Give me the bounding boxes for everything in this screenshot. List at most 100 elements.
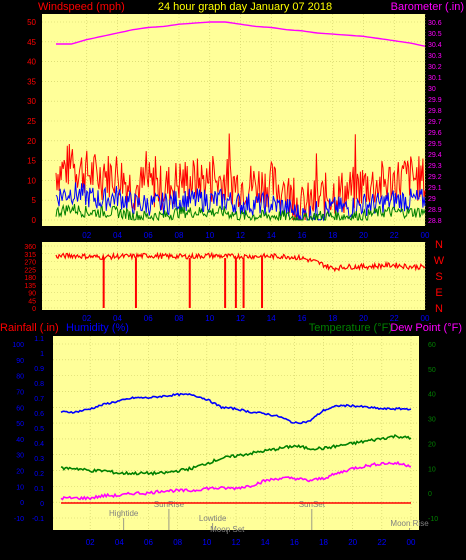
humidity-tick-label: 100: [12, 342, 24, 349]
lower-xtick-label: 12: [232, 538, 241, 547]
wind-ytick-label: 10: [27, 176, 36, 185]
baro-tick-label: 29.8: [428, 108, 442, 115]
dir-ytick-label: 45: [28, 298, 36, 305]
dir-ytick-label: 180: [24, 275, 36, 282]
humidity-label: Humidity (%): [66, 322, 129, 334]
baro-tick-label: 29.7: [428, 119, 442, 126]
dir-xtick-label: 12: [236, 314, 245, 323]
lower-xtick-label: 02: [86, 538, 95, 547]
baro-tick-label: 30.5: [428, 31, 442, 38]
dir-ytick-label: 90: [28, 291, 36, 298]
wind-ytick-label: 15: [27, 157, 36, 166]
rain-tick-label: 0.5: [34, 426, 44, 433]
dir-xtick-label: 04: [113, 314, 122, 323]
wind-xtick-label: 06: [144, 231, 153, 240]
wind-ytick-label: 30: [27, 97, 36, 106]
lower-xtick-label: 16: [290, 538, 299, 547]
wind-ytick-label: 45: [27, 38, 36, 47]
compass-letter: N: [435, 303, 443, 315]
wind-ytick-label: 40: [27, 58, 36, 67]
event-marker-label: SunRise: [154, 500, 185, 509]
wind-xtick-label: 04: [113, 231, 122, 240]
dir-ytick-label: 225: [24, 267, 36, 274]
humidity-tick-label: 10: [16, 484, 24, 491]
baro-tick-label: 29.5: [428, 141, 442, 148]
event-marker-label: Lowtide: [199, 514, 227, 523]
temperature-tick-label: 60: [428, 342, 436, 349]
rain-tick-label: 1.1: [34, 336, 44, 343]
dir-ytick-label: 315: [24, 252, 36, 259]
rain-tick-label: 0.4: [34, 441, 44, 448]
barometer-series: [56, 21, 426, 47]
humidity-tick-label: 40: [16, 437, 24, 444]
wind-xtick-label: 14: [267, 231, 276, 240]
dir-xtick-label: 08: [175, 314, 184, 323]
humidity-tick-label: 80: [16, 374, 24, 381]
compass-letter: S: [435, 271, 442, 283]
temperature-label: Temperature (°F): [309, 322, 392, 334]
wind-ytick-label: 25: [27, 117, 36, 126]
temperature-tick-label: 20: [428, 441, 436, 448]
humidity-tick-label: 90: [16, 358, 24, 365]
wind-series-wind-low: [55, 203, 426, 222]
wind-ytick-label: 35: [27, 77, 36, 86]
baro-tick-label: 28.9: [428, 207, 442, 214]
dir-xtick-label: 10: [205, 314, 214, 323]
wind-xtick-label: 00: [421, 231, 430, 240]
compass-letter: N: [435, 239, 443, 251]
dir-ytick-label: 135: [24, 283, 36, 290]
rain-tick-label: -0.1: [32, 516, 44, 523]
humidity-tick-label: 0: [20, 500, 24, 507]
rain-tick-label: 0.7: [34, 396, 44, 403]
wind-direction-series: [55, 251, 426, 273]
dir-xtick-label: 14: [267, 314, 276, 323]
baro-tick-label: 29.9: [428, 97, 442, 104]
rain-tick-label: 0.3: [34, 456, 44, 463]
baro-tick-label: 29.2: [428, 174, 442, 181]
dir-xtick-label: 02: [82, 314, 91, 323]
lower-xtick-label: 08: [173, 538, 182, 547]
baro-tick-label: 28.8: [428, 218, 442, 225]
baro-tick-label: 30.2: [428, 64, 442, 71]
humidity-series: [60, 392, 412, 425]
wind-xtick-label: 22: [390, 231, 399, 240]
baro-tick-label: 29.1: [428, 185, 442, 192]
rain-tick-label: 0: [40, 501, 44, 508]
temperature-tick-label: 30: [428, 417, 436, 424]
temperature-tick-label: -10: [428, 516, 438, 523]
rain-tick-label: 1: [40, 351, 44, 358]
barometer-label: Barometer (.in): [391, 1, 464, 13]
dir-ytick-label: 360: [24, 244, 36, 251]
rainfall-label: Rainfall (.in): [0, 322, 59, 334]
baro-tick-label: 30.4: [428, 42, 442, 49]
wind-plot-area: [42, 14, 425, 226]
compass-letter: E: [435, 287, 442, 299]
wind-ytick-label: 0: [32, 216, 37, 225]
humidity-tick-label: 50: [16, 421, 24, 428]
lower-xtick-label: 22: [377, 538, 386, 547]
temperature-tick-label: 10: [428, 466, 436, 473]
wind-xtick-label: 10: [205, 231, 214, 240]
event-marker-label: Moon Set: [210, 525, 245, 534]
wind-ytick-label: 20: [27, 137, 36, 146]
wind-xtick-label: 12: [236, 231, 245, 240]
lower-xtick-label: 10: [202, 538, 211, 547]
wind-xtick-label: 08: [175, 231, 184, 240]
humidity-tick-label: 20: [16, 469, 24, 476]
baro-tick-label: 30.6: [428, 20, 442, 27]
baro-tick-label: 30: [428, 86, 436, 93]
humidity-tick-label: 70: [16, 389, 24, 396]
wind-xtick-label: 20: [359, 231, 368, 240]
lower-xtick-label: 20: [348, 538, 357, 547]
humidity-tick-label: 60: [16, 405, 24, 412]
dew-point-series: [60, 460, 412, 501]
lower-xtick-label: 14: [261, 538, 270, 547]
dir-xtick-label: 06: [144, 314, 153, 323]
rain-tick-label: 0.2: [34, 471, 44, 478]
lower-xtick-label: 18: [319, 538, 328, 547]
temperature-tick-label: 50: [428, 367, 436, 374]
wind-xtick-label: 16: [298, 231, 307, 240]
lower-xtick-label: 04: [115, 538, 124, 547]
